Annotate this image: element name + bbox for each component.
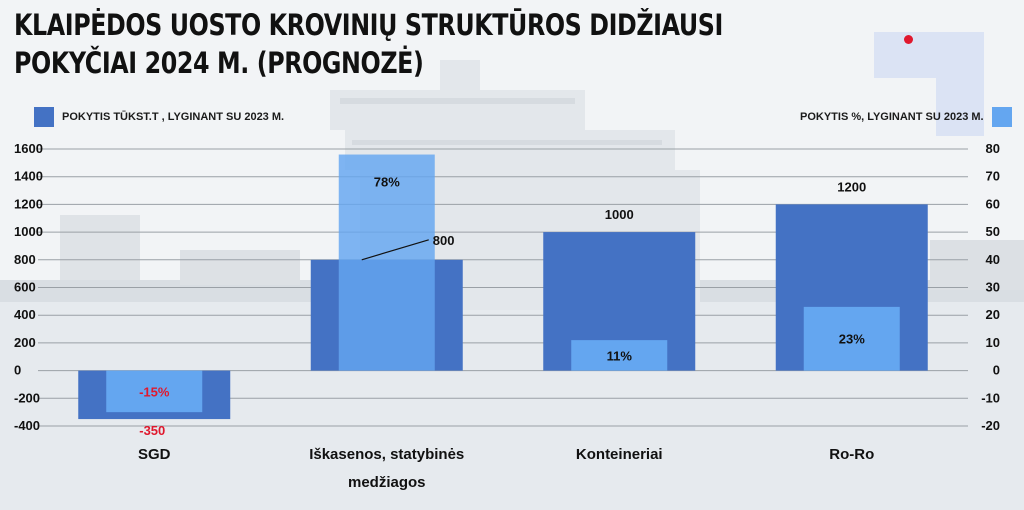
y-left-tick-label: -400 <box>14 418 40 433</box>
y-right-tick-label: 10 <box>986 335 1000 350</box>
y-right-tick-label: 70 <box>986 169 1000 184</box>
y-left-tick-label: 1600 <box>14 141 43 156</box>
chart-title: KLAIPĖDOS UOSTO KROVINIŲ STRUKTŪROS DIDŽ… <box>14 8 723 80</box>
x-category-label: SGD <box>138 446 171 463</box>
legend-tons: POKYTIS TŪKST.T , LYGINANT SU 2023 M. <box>34 107 284 127</box>
y-left-tick-label: 600 <box>14 280 36 295</box>
y-right-tick-label: -20 <box>981 418 1000 433</box>
y-left-tick-label: 400 <box>14 307 36 322</box>
y-right-tick-label: 80 <box>986 141 1000 156</box>
data-label-percent: 78% <box>374 175 400 190</box>
data-label-percent: 23% <box>839 332 865 347</box>
y-left-tick-label: 1000 <box>14 224 43 239</box>
corner-decoration-bar <box>936 32 984 136</box>
x-category-label: Konteineriai <box>576 446 663 463</box>
y-right-tick-label: 40 <box>986 252 1000 267</box>
data-label-percent: 11% <box>607 348 633 363</box>
legend-label-tons: POKYTIS TŪKST.T , LYGINANT SU 2023 M. <box>62 111 285 123</box>
y-left-tick-label: -200 <box>14 390 40 405</box>
bar-percent <box>571 340 668 371</box>
y-left-tick-label: 200 <box>14 335 36 350</box>
y-right-tick-label: 50 <box>986 224 1000 239</box>
data-label-percent: -15% <box>139 384 170 399</box>
bar-percent <box>803 306 900 371</box>
legend-swatch-percent <box>991 107 1012 127</box>
x-category-label: medžiagos <box>348 474 426 491</box>
legend-swatch-tons <box>34 107 54 127</box>
legend-label-percent: POKYTIS %, LYGINANT SU 2023 M. <box>800 111 984 123</box>
y-left-tick-label: 1400 <box>14 169 43 184</box>
y-left-tick-label: 0 <box>14 363 21 378</box>
y-right-tick-label: 0 <box>993 363 1000 378</box>
bar-percent <box>106 370 203 413</box>
legend-percent: POKYTIS %, LYGINANT SU 2023 M. <box>800 107 1012 127</box>
x-category-label: Ro-Ro <box>829 446 874 463</box>
data-label-tons: 1200 <box>837 179 866 194</box>
y-left-tick-label: 800 <box>14 252 36 267</box>
y-left-tick-label: 1200 <box>14 196 43 211</box>
y-right-tick-label: 30 <box>986 280 1000 295</box>
data-label-tons: 1000 <box>605 207 634 222</box>
y-right-tick-label: 20 <box>986 307 1000 322</box>
data-label-tons: -350 <box>139 423 165 438</box>
data-label-tons: 800 <box>433 233 455 248</box>
x-category-label: Iškasenos, statybinės <box>309 446 464 463</box>
bar-percent <box>338 154 435 371</box>
y-right-tick-label: 60 <box>986 196 1000 211</box>
data-label-leader <box>361 239 429 261</box>
y-right-tick-label: -10 <box>981 390 1000 405</box>
accent-dot <box>904 35 913 44</box>
